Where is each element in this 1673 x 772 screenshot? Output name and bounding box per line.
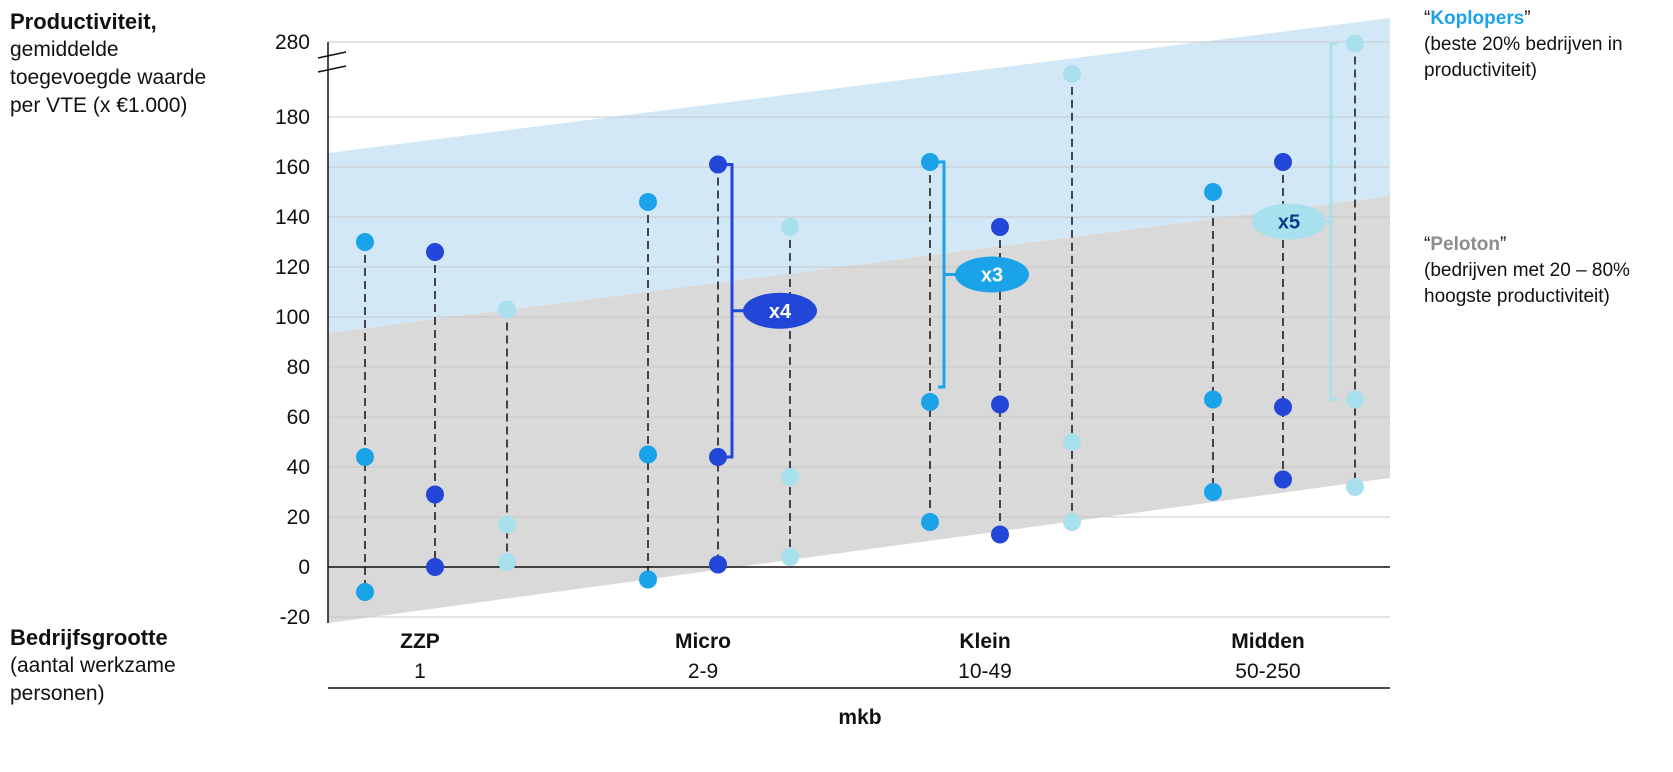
- data-point: [356, 583, 374, 601]
- x-axis-title-rest: (aantal werkzame personen): [10, 654, 176, 705]
- data-point: [1346, 478, 1364, 496]
- data-point: [991, 218, 1009, 236]
- data-point: [426, 558, 444, 576]
- data-point: [1274, 398, 1292, 416]
- data-point: [781, 218, 799, 236]
- y-tick-label: 100: [275, 306, 310, 329]
- y-tick-label: -20: [280, 606, 310, 629]
- legend-peloton-quote-open: “: [1424, 234, 1431, 255]
- axis-break-mark: [317, 65, 347, 73]
- axis-break-mark: [317, 51, 347, 59]
- x-category-labels: ZZP 1 Micro 2-9 Klein 10-49 Midden 50-250 mkb: [400, 630, 1305, 729]
- x-axis-title-bold: Bedrijfsgrootte: [10, 625, 168, 650]
- data-point: [498, 300, 516, 319]
- data-point: [426, 485, 444, 504]
- data-point: [356, 448, 374, 466]
- y-tick-label: 20: [287, 506, 310, 529]
- data-point: [498, 515, 516, 534]
- multiplier-badge: [1252, 203, 1326, 240]
- data-point: [921, 393, 939, 411]
- category-name: Klein: [959, 630, 1010, 653]
- category-range: 1: [414, 660, 426, 683]
- data-point: [1204, 183, 1222, 201]
- bands: [328, 18, 1390, 623]
- legend-peloton: “Peloton” (bedrijven met 20 – 80% hoogst…: [1424, 232, 1664, 310]
- x-axis-title: Bedrijfsgrootte (aantal werkzame persone…: [10, 624, 240, 708]
- y-tick-label: 280: [275, 31, 310, 54]
- legend-peloton-name: Peloton: [1430, 234, 1500, 255]
- category-name: Micro: [675, 630, 731, 653]
- data-point: [709, 448, 727, 466]
- y-tick-label: 120: [275, 256, 310, 279]
- legend-koplopers-quote-close: ”: [1524, 8, 1531, 29]
- y-tick-label: 180: [275, 106, 310, 129]
- peloton-band: [328, 196, 1390, 623]
- y-tick-label: 160: [275, 156, 310, 179]
- y-tick-labels: -20 0 20 40 60 80 100 120 140 160 180 280: [275, 31, 310, 629]
- data-point: [709, 555, 727, 574]
- category-name: Midden: [1231, 630, 1305, 653]
- legend-koplopers: “Koplopers” (beste 20% bedrijven in prod…: [1424, 6, 1664, 84]
- data-point: [921, 513, 939, 531]
- data-point: [1274, 153, 1292, 171]
- y-tick-label: 60: [287, 406, 310, 429]
- data-point: [1204, 390, 1222, 409]
- koplopers-band: [328, 18, 1390, 333]
- legend-koplopers-quote-open: “: [1424, 8, 1431, 29]
- group-label-mkb: mkb: [838, 706, 881, 729]
- data-point: [1063, 433, 1081, 451]
- multiplier-badge: [955, 256, 1029, 293]
- multiplier-label: x4: [769, 301, 792, 323]
- legend-peloton-quote-close: ”: [1500, 234, 1507, 255]
- data-point: [498, 553, 516, 571]
- y-axis-title-rest: gemiddelde toegevoegde waarde per VTE (x…: [10, 38, 207, 117]
- data-point: [1204, 483, 1222, 501]
- data-point: [1346, 390, 1364, 409]
- data-point: [1063, 64, 1081, 83]
- data-point: [781, 548, 799, 566]
- legend-koplopers-name: Koplopers: [1430, 8, 1525, 29]
- data-point: [781, 468, 799, 486]
- y-tick-label: 0: [298, 556, 310, 579]
- multiplier-label: x5: [1278, 212, 1300, 234]
- legend-peloton-desc: (bedrijven met 20 – 80% hoogste producti…: [1424, 260, 1630, 307]
- data-point: [356, 233, 374, 251]
- y-tick-label: 80: [287, 356, 310, 379]
- y-axis-title-bold: Productiviteit,: [10, 9, 157, 34]
- category-range: 50-250: [1235, 660, 1300, 683]
- data-point: [639, 445, 657, 464]
- data-point: [426, 243, 444, 261]
- legend-koplopers-desc: (beste 20% bedrijven in productiviteit): [1424, 34, 1623, 81]
- category-range: 10-49: [958, 660, 1012, 683]
- data-point: [1346, 34, 1364, 53]
- y-axis-title: Productiviteit, gemiddelde toegevoegde w…: [10, 8, 225, 120]
- category-name: ZZP: [400, 630, 440, 653]
- y-tick-label: 40: [287, 456, 310, 479]
- data-point: [1063, 513, 1081, 531]
- multipliers: x4 x3 x5: [726, 42, 1337, 459]
- data-point: [639, 193, 657, 211]
- y-tick-label: 140: [275, 206, 310, 229]
- data-point: [709, 155, 727, 174]
- data-point: [1274, 470, 1292, 489]
- data-points: [356, 34, 1364, 601]
- multiplier-label: x3: [981, 265, 1003, 287]
- data-point: [991, 525, 1009, 544]
- multiplier-badge: [743, 292, 817, 329]
- category-range: 2-9: [688, 660, 718, 683]
- data-point: [639, 570, 657, 589]
- data-point: [991, 395, 1009, 414]
- stems: [364, 43, 1356, 592]
- data-point: [921, 153, 939, 171]
